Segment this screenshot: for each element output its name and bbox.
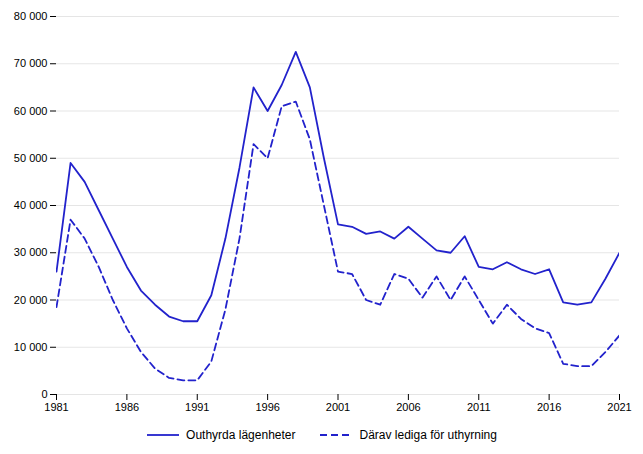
svg-text:2001: 2001 [326, 401, 350, 413]
svg-text:1991: 1991 [185, 401, 209, 413]
svg-text:60 000: 60 000 [14, 105, 48, 117]
svg-text:30 000: 30 000 [14, 246, 48, 258]
svg-text:50 000: 50 000 [14, 152, 48, 164]
svg-text:70 000: 70 000 [14, 57, 48, 69]
svg-text:0: 0 [41, 388, 47, 400]
svg-text:1981: 1981 [44, 401, 68, 413]
html-text:Därav lediga för uthyrning: Därav lediga för uthyrning [359, 428, 497, 442]
svg-text:2006: 2006 [396, 401, 420, 413]
svg-text:2011: 2011 [467, 401, 491, 413]
svg-text:1986: 1986 [115, 401, 139, 413]
svg-text:40 000: 40 000 [14, 199, 48, 211]
svg-text:20 000: 20 000 [14, 294, 48, 306]
svg-text:10 000: 10 000 [14, 341, 48, 353]
html-text:Outhyrda lägenheter: Outhyrda lägenheter [186, 428, 296, 442]
svg-text:1996: 1996 [255, 401, 279, 413]
svg-text:2021: 2021 [607, 401, 631, 413]
svg-text:2016: 2016 [537, 401, 561, 413]
svg-text:80 000: 80 000 [14, 10, 48, 22]
